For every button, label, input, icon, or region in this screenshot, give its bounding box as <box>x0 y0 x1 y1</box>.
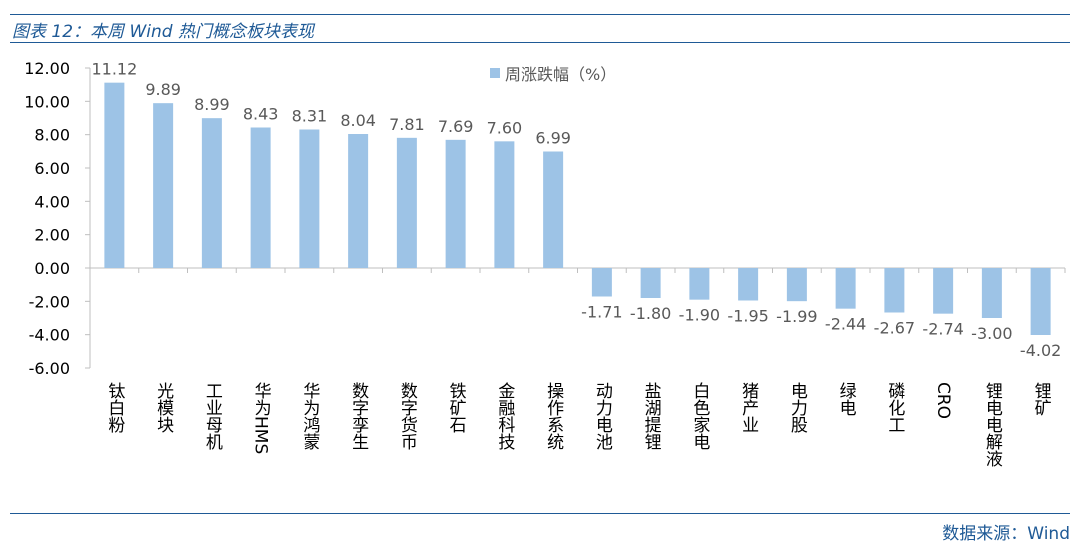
data-label: 8.31 <box>292 107 328 126</box>
data-label: -2.74 <box>922 320 963 339</box>
data-label: -4.02 <box>1020 341 1061 360</box>
y-tick-label: 0.00 <box>34 259 70 278</box>
y-tick-label: 2.00 <box>34 226 70 245</box>
x-category-label: 铁矿石 <box>446 382 467 433</box>
data-label: 8.04 <box>340 111 376 130</box>
top-rule <box>10 14 1070 15</box>
x-category-label: 钛白粉 <box>104 382 125 433</box>
legend-label: 周涨跌幅（%） <box>505 65 616 84</box>
bar <box>250 127 271 268</box>
x-category-label: 数字货币 <box>397 382 418 450</box>
data-label: -1.90 <box>679 306 720 325</box>
y-tick-label: -2.00 <box>29 292 70 311</box>
bar <box>543 151 564 268</box>
y-tick-label: 10.00 <box>24 92 70 111</box>
bar <box>201 118 222 269</box>
x-category-label: 磷化工 <box>884 382 905 433</box>
bar <box>591 268 612 297</box>
bar <box>396 137 417 268</box>
y-tick-label: 4.00 <box>34 192 70 211</box>
title-rule <box>10 42 1070 43</box>
data-label: 8.99 <box>194 95 230 114</box>
x-category-label: 绿电 <box>836 382 857 416</box>
bar-chart: 12.00 10.00 8.00 6.00 4.00 2.00 0.00 -2.00 -4.00… <box>24 59 1066 467</box>
data-label: -1.99 <box>776 307 817 326</box>
bar <box>299 129 320 268</box>
x-category-label: 白色家电 <box>689 382 710 450</box>
bar <box>884 268 905 313</box>
x-category-label: 盐湖提锂 <box>641 382 662 450</box>
data-label: 11.12 <box>91 60 137 79</box>
data-label: 7.81 <box>389 115 425 134</box>
bar <box>494 141 515 268</box>
bar <box>348 134 369 268</box>
bar <box>933 268 954 314</box>
bar <box>153 103 174 269</box>
bar <box>786 268 807 302</box>
y-tick-label: -6.00 <box>29 359 70 378</box>
y-tick-label: 8.00 <box>34 126 70 145</box>
data-label: 7.69 <box>438 117 474 136</box>
data-label: -3.00 <box>971 324 1012 343</box>
x-category-label: 华为鸿蒙 <box>299 382 320 450</box>
bar <box>104 82 125 269</box>
x-category-label: 数字孪生 <box>348 382 369 450</box>
y-tick-label: 6.00 <box>34 159 70 178</box>
data-label: -2.67 <box>874 319 915 338</box>
x-category-label: 锂电电解液 <box>982 382 1003 467</box>
bottom-rule <box>10 513 1070 514</box>
x-category-label: 动力电池 <box>592 382 613 450</box>
data-label: -1.95 <box>727 307 768 326</box>
x-category-label: 猪产业 <box>738 382 759 433</box>
x-category-label: 金融科技 <box>494 382 515 451</box>
data-label: 9.89 <box>145 80 181 99</box>
figure-title: 图表 12：本周 Wind 热门概念板块表现 <box>12 22 314 42</box>
x-category-label: 光模块 <box>153 382 174 433</box>
x-category-label: 操作系统 <box>543 382 564 450</box>
x-category-label: CRO <box>933 382 953 419</box>
y-tick-label: -4.00 <box>29 326 70 345</box>
data-label: 6.99 <box>535 129 571 148</box>
x-category-label: 工业母机 <box>202 382 223 450</box>
data-label: 8.43 <box>243 105 279 124</box>
bar <box>640 268 661 298</box>
source-note: 数据来源：Wind <box>942 524 1070 544</box>
bar <box>689 268 710 300</box>
data-label: -2.44 <box>825 315 866 334</box>
bar <box>981 268 1002 318</box>
data-label: -1.71 <box>581 303 622 322</box>
x-category-label: 华为HMS <box>251 382 272 454</box>
x-category-label: 锂矿 <box>1031 382 1052 416</box>
bar <box>1030 268 1051 335</box>
bar <box>738 268 759 301</box>
bar <box>445 139 466 268</box>
y-tick-label: 12.00 <box>24 59 70 78</box>
legend-swatch <box>490 68 500 78</box>
x-category-label: 电力股 <box>787 382 808 434</box>
data-label: 7.60 <box>487 118 523 137</box>
bar <box>835 268 856 309</box>
data-label: -1.80 <box>630 304 671 323</box>
